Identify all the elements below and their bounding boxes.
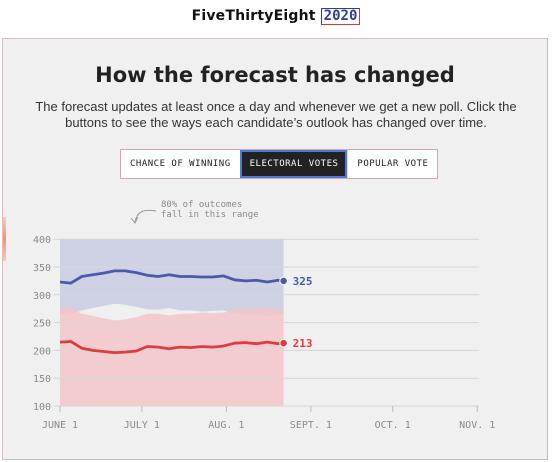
y-tick-label: 100 [33,402,51,413]
x-tick-label: AUG. 1 [208,420,244,431]
electoral-votes-chart: 400 350 300 250 200 150 100 JUNE 1 JULY 1 AUG. 1 S… [33,200,495,431]
x-tick-label: SEPT. 1 [290,420,332,431]
y-tick-label: 200 [33,346,51,357]
toggle-electoral-votes[interactable]: ELECTORAL VOTES [239,150,348,178]
x-tick-label: JULY 1 [124,420,160,431]
y-tick-label: 400 [33,235,51,246]
card-title: How the forecast has changed [95,63,455,87]
annotation-arrow [134,209,157,223]
toggle-chance-of-winning[interactable]: CHANCE OF WINNING [121,150,240,178]
forecast-card: How the forecast has changed The forecas… [2,38,548,460]
brand-year-badge[interactable]: 2020 [320,8,361,25]
dem-range-band [60,239,284,316]
rep-range-band [60,307,284,406]
site-header: FiveThirtyEight 2020 [0,7,552,25]
rep-current-dot[interactable] [279,338,288,348]
range-annotation-line: fall in this range [161,210,259,220]
dem-forecast-line [59,269,284,285]
toggle-popular-vote[interactable]: POPULAR VOTE [347,150,438,178]
dem-current-dot[interactable] [279,276,288,286]
dem-current-value: 325 [293,275,313,288]
y-tick-label: 300 [33,291,51,302]
brand-logo[interactable]: FiveThirtyEight [191,8,316,24]
card-subtitle: The forecast updates at least once a day… [35,99,517,130]
range-annotation-line: 80% of outcomes [161,200,242,210]
y-tick-label: 150 [33,374,51,385]
y-tick-label: 350 [33,263,51,274]
rep-current-value: 213 [293,337,313,350]
x-tick-label: NOV. 1 [459,420,495,431]
y-tick-label: 250 [33,319,51,330]
x-tick-label: JUNE 1 [42,420,78,431]
metric-toggle: CHANCE OF WINNING ELECTORAL VOTES POPULA… [120,149,439,179]
annotation-arrowhead [130,216,139,224]
edge-marker [3,217,6,261]
x-tick-label: OCT. 1 [375,420,411,431]
rep-forecast-line [59,340,284,354]
